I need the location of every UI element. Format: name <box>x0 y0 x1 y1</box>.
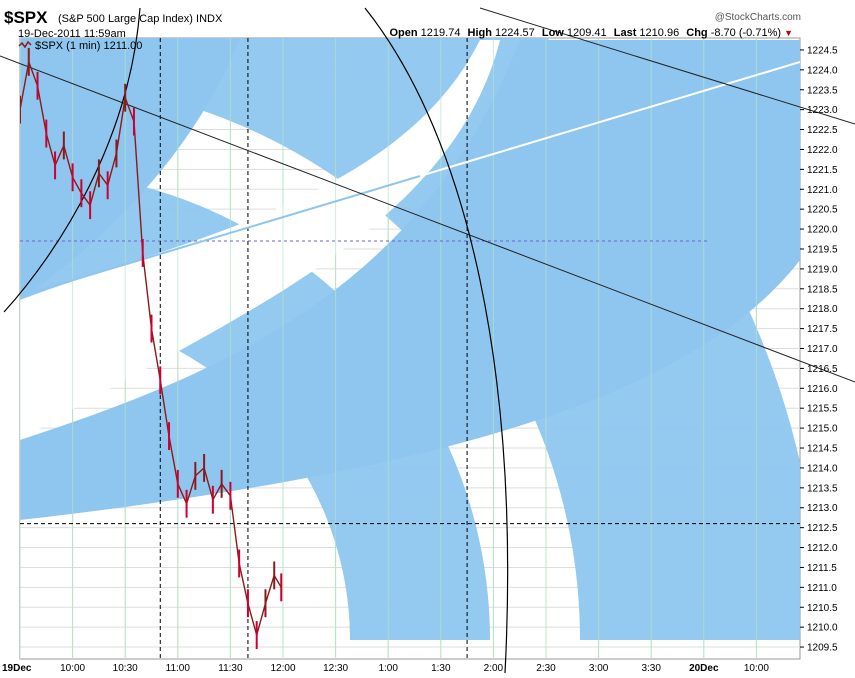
y-tick-label: 1220.5 <box>807 205 838 216</box>
trend-line-ascending <box>20 175 421 297</box>
x-tick-label: 12:00 <box>270 663 295 673</box>
y-tick-label: 1209.5 <box>807 643 838 654</box>
y-tick-label: 1224.0 <box>807 65 838 76</box>
y-tick-label: 1219.0 <box>807 264 838 275</box>
x-tick-label: 11:30 <box>218 663 243 673</box>
x-tick-label: 19Dec <box>2 663 32 673</box>
x-axis: 19Dec 10:00 10:30 11:00 11:30 12:00 12:30 1:00 1… <box>2 663 769 674</box>
x-tick-label: 10:00 <box>744 663 769 673</box>
fan-band <box>20 38 240 300</box>
chart-full-name: (S&P 500 Large Cap Index) INDX <box>58 13 222 25</box>
exchange-label: INDX <box>196 13 223 25</box>
open-value: 1219.74 <box>420 27 461 39</box>
x-tick-label: 10:00 <box>60 663 85 673</box>
x-tick-label: 3:30 <box>641 663 661 673</box>
y-tick-label: 1211.0 <box>807 583 837 594</box>
last-value: 1210.96 <box>639 27 680 39</box>
ohlc-summary: Open 1219.74 High 1224.57 Low 1209.41 La… <box>385 27 793 39</box>
fan-arcs <box>20 38 800 659</box>
y-tick-label: 1211.5 <box>807 563 837 574</box>
high-value: 1224.57 <box>495 27 535 39</box>
down-triangle-icon: ▼ <box>784 28 793 38</box>
y-tick-label: 1216.0 <box>807 384 838 395</box>
trend-line-descending-upper <box>479 7 855 125</box>
last-label: Last <box>613 27 637 39</box>
y-tick-label: 1214.0 <box>807 463 838 474</box>
x-tick-label: 3:00 <box>589 663 609 673</box>
y-tick-label: 1210.5 <box>807 603 838 614</box>
series-legend: $SPX (1 min) 1211.00 <box>18 40 142 52</box>
chart-symbol: $SPX <box>4 8 48 27</box>
trend-lines <box>0 7 855 674</box>
x-tick-label: 20Dec <box>689 663 719 673</box>
x-tick-label: 12:30 <box>323 663 348 673</box>
y-tick-label: 1210.0 <box>807 623 838 634</box>
y-tick-label: 1218.0 <box>807 304 838 315</box>
open-label: Open <box>389 27 418 39</box>
legend-label: $SPX (1 min) 1211.00 <box>35 40 143 52</box>
y-tick-label: 1214.5 <box>807 444 838 455</box>
chart-date-time: 19-Dec-2011 11:59am <box>18 28 126 40</box>
x-tick-label: 10:30 <box>113 663 138 673</box>
y-tick-label: 1217.5 <box>807 324 838 335</box>
fan-gap <box>20 40 500 440</box>
index-name: (S&P 500 Large Cap Index) <box>58 13 193 25</box>
fan-band <box>20 40 800 520</box>
chg-value: -8.70 (-0.71%) <box>710 27 782 39</box>
price-series <box>20 47 283 650</box>
y-tick-label: 1216.5 <box>807 364 838 375</box>
arc-line-large <box>364 7 509 674</box>
y-tick-label: 1215.5 <box>807 404 838 415</box>
chg-label: Chg <box>686 27 708 39</box>
y-tick-label: 1212.5 <box>807 523 838 534</box>
x-tick-label: 1:30 <box>431 663 451 673</box>
y-tick-label: 1212.0 <box>807 543 838 554</box>
ohlc-legend-icon <box>18 41 32 49</box>
y-tick-label: 1215.0 <box>807 424 838 435</box>
y-tick-label: 1213.5 <box>807 483 838 494</box>
y-axis: 1209.5 1210.0 1210.5 1211.0 1211.5 1212.0 1212… <box>800 45 838 654</box>
y-tick-label: 1221.5 <box>807 165 838 176</box>
x-tick-label: 1:00 <box>378 663 398 673</box>
y-tick-label: 1222.0 <box>807 145 838 156</box>
y-tick-label: 1220.0 <box>807 225 838 236</box>
x-tick-label: 11:00 <box>166 663 191 673</box>
low-value: 1209.41 <box>566 27 607 39</box>
x-tick-label: 2:00 <box>484 663 504 673</box>
y-tick-label: 1219.5 <box>807 244 838 255</box>
y-tick-label: 1223.5 <box>807 85 838 96</box>
stockcharts-logo: @StockCharts.com <box>714 12 801 23</box>
trend-line-ascending-white <box>419 61 800 177</box>
high-label: High <box>467 27 492 39</box>
y-tick-label: 1222.5 <box>807 125 838 136</box>
y-tick-label: 1224.5 <box>807 45 838 56</box>
y-tick-label: 1223.0 <box>807 105 838 116</box>
trend-line-descending <box>0 55 855 383</box>
arc-line-small <box>3 7 141 313</box>
y-tick-label: 1217.0 <box>807 344 838 355</box>
x-tick-label: 2:30 <box>536 663 556 673</box>
y-tick-label: 1213.0 <box>807 503 838 514</box>
y-tick-label: 1221.0 <box>807 185 838 196</box>
low-label: Low <box>541 27 564 39</box>
y-tick-label: 1218.5 <box>807 284 838 295</box>
